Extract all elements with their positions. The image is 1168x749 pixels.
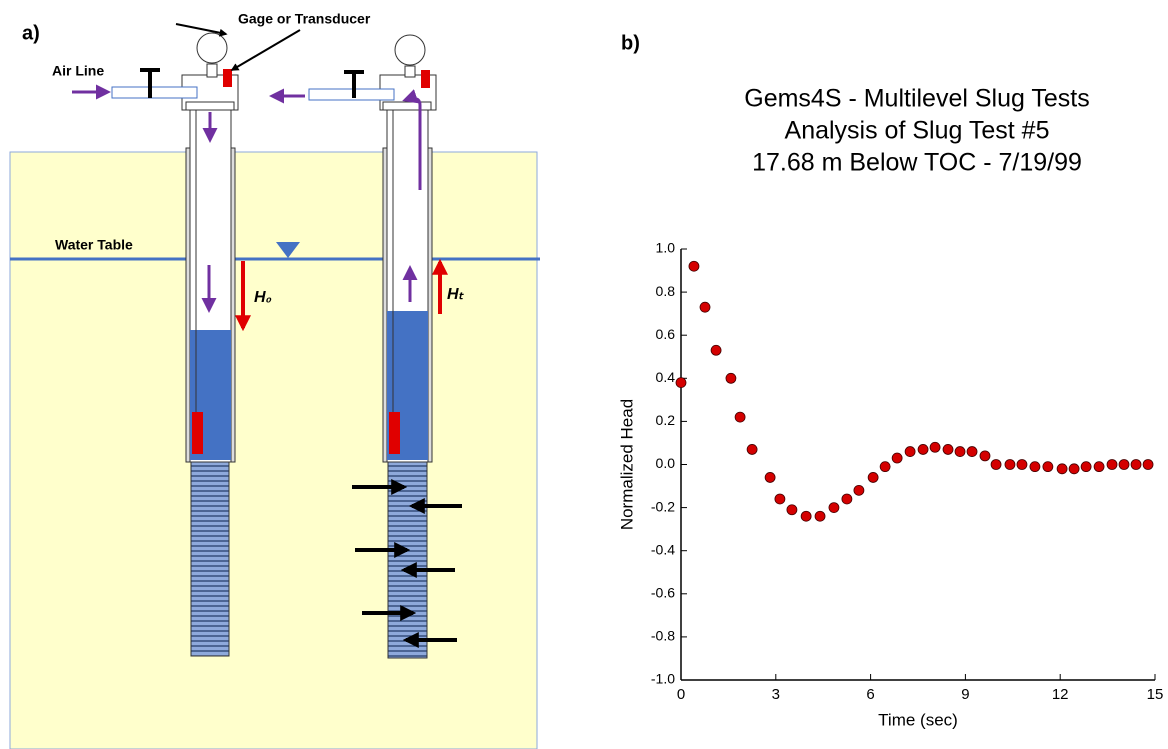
data-point — [954, 446, 966, 457]
transducer — [192, 412, 203, 454]
data-point — [746, 444, 758, 455]
y-tick-label: -0.6 — [651, 585, 675, 601]
chart-title: Analysis of Slug Test #5 — [785, 117, 1050, 145]
valve — [140, 68, 160, 98]
data-point — [675, 377, 687, 389]
well-screen — [190, 461, 230, 657]
air-line-label: Air Line — [52, 63, 104, 79]
data-point — [828, 502, 840, 514]
x-axis-label: Time (sec) — [878, 710, 958, 729]
data-point — [688, 260, 700, 272]
data-point — [1106, 459, 1118, 470]
data-point — [966, 446, 978, 457]
water-table-symbol — [276, 242, 300, 258]
h0-label: H₀ — [254, 289, 272, 306]
valve — [344, 70, 364, 98]
x-tick-label: 9 — [961, 686, 969, 703]
data-point — [904, 446, 916, 457]
y-tick-label: 1.0 — [656, 240, 676, 256]
panel-label: a) — [22, 22, 40, 44]
data-point — [764, 472, 776, 483]
data-point — [1080, 461, 1092, 473]
y-tick-label: 0.2 — [656, 412, 676, 428]
data-point — [879, 461, 891, 473]
well-cap — [185, 101, 235, 111]
ground — [9, 151, 538, 749]
data-point — [917, 444, 929, 455]
x-tick-label: 15 — [1147, 686, 1164, 703]
data-point — [979, 450, 991, 462]
data-point — [774, 493, 786, 505]
data-point — [1056, 463, 1068, 475]
air-line-pipe — [308, 88, 395, 101]
data-point — [891, 452, 903, 464]
x-tick-label: 12 — [1052, 686, 1069, 703]
data-point — [1016, 459, 1028, 470]
data-point — [800, 510, 812, 522]
pointer — [230, 29, 301, 71]
data-point — [867, 472, 879, 483]
air-line-pipe — [111, 86, 198, 99]
y-tick-label: -0.8 — [651, 628, 675, 644]
data-point — [929, 441, 941, 453]
data-point — [1130, 459, 1142, 470]
chart-title: Gems4S - Multilevel Slug Tests — [744, 85, 1090, 113]
data-point — [990, 459, 1002, 470]
data-point — [853, 484, 865, 496]
transducer — [223, 69, 232, 87]
chart-title: 17.68 m Below TOC - 7/19/99 — [752, 149, 1082, 177]
water-table-label: Water Table — [55, 237, 133, 253]
y-tick-label: 0.4 — [656, 369, 676, 385]
data-point — [1068, 463, 1080, 475]
x-tick-label: 6 — [866, 686, 874, 703]
y-tick-label: -0.4 — [651, 541, 675, 557]
data-point — [1142, 459, 1154, 470]
transducer — [421, 70, 430, 88]
y-tick-label: -0.2 — [651, 498, 675, 514]
pointer — [175, 23, 228, 37]
panel-b: b) Gems4S - Multilevel Slug Tests Analysi… — [617, 32, 1163, 729]
inflow-arrows — [352, 479, 462, 648]
data-point — [786, 504, 798, 516]
panel-label: b) — [621, 32, 640, 54]
data-point — [1004, 459, 1016, 470]
gage-stem — [404, 65, 416, 78]
gage-label: Gage or Transducer — [238, 11, 371, 27]
data-point — [814, 510, 826, 522]
transducer — [389, 412, 400, 454]
data-point — [1118, 459, 1130, 470]
gage — [394, 34, 426, 66]
x-tick-label: 3 — [772, 686, 780, 703]
ht-label: Hₜ — [447, 286, 465, 303]
y-tick-label: 0.6 — [656, 326, 676, 342]
data-point — [710, 344, 722, 356]
well-screen — [387, 461, 428, 659]
gage — [196, 32, 228, 64]
x-tick-label: 0 — [677, 686, 685, 703]
gage-stem — [206, 63, 218, 78]
air-arrow — [402, 89, 422, 190]
data-point — [734, 411, 746, 423]
data-point — [942, 444, 954, 455]
data-point — [841, 493, 853, 505]
data-point — [725, 372, 737, 384]
y-axis-label: Normalized Head — [617, 399, 636, 530]
data-point — [699, 301, 711, 313]
data-point — [1093, 461, 1105, 473]
well-cap — [382, 101, 432, 111]
panel-a: a) Gage or Transducer Air Line Water Tab… — [9, 11, 540, 749]
data-point — [1029, 461, 1041, 473]
y-tick-label: 0.0 — [656, 455, 676, 471]
y-tick-label: 0.8 — [656, 283, 676, 299]
data-point — [1042, 461, 1054, 473]
y-tick-label: -1.0 — [651, 671, 675, 687]
